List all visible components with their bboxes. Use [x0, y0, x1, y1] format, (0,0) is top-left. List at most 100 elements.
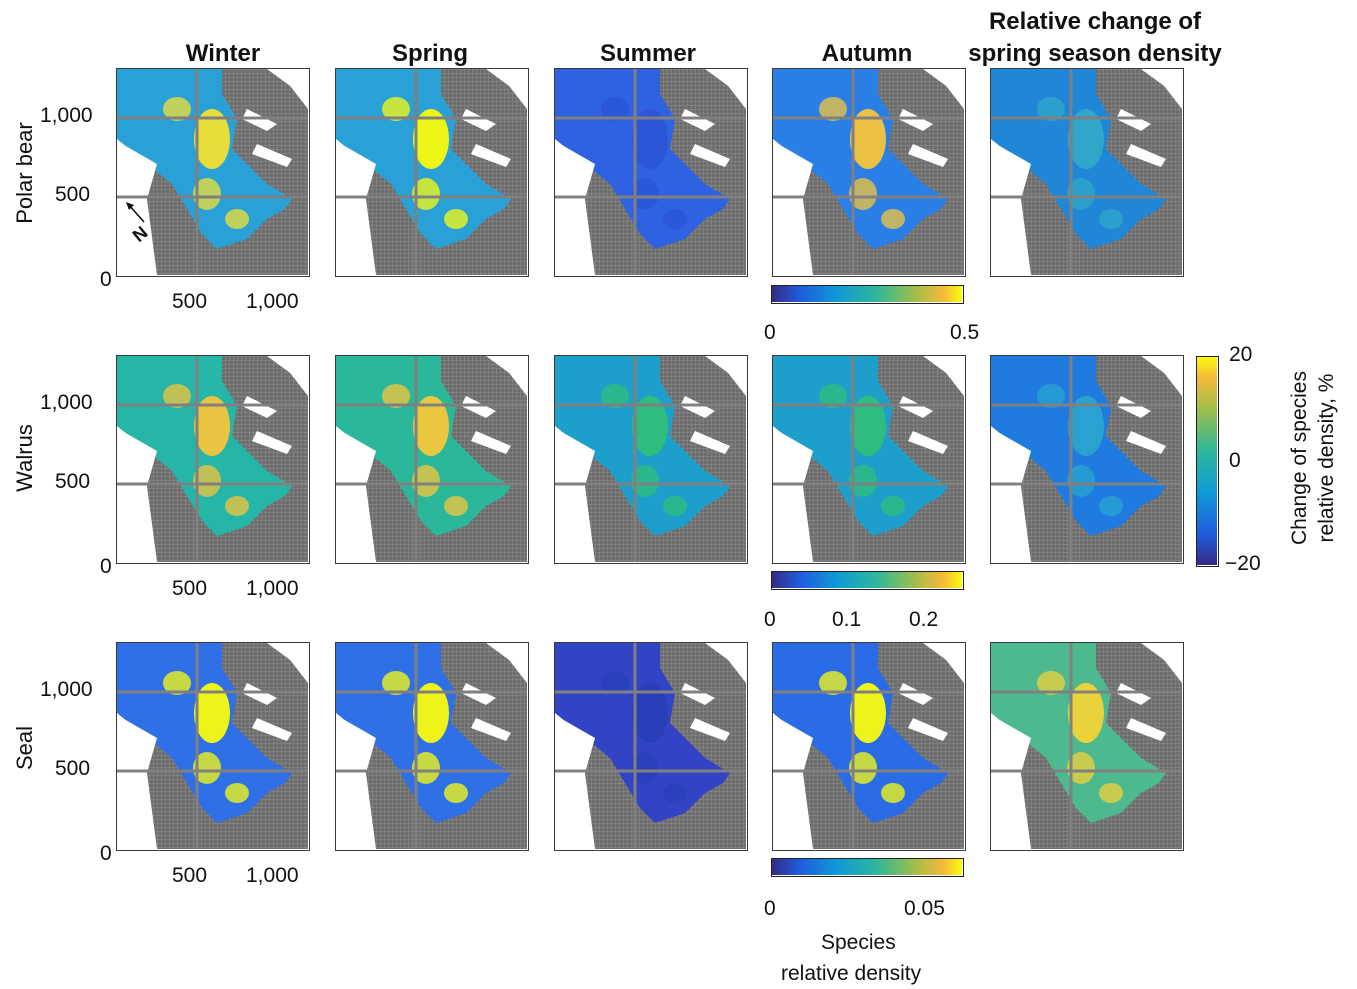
colorbar-change-mid: 0: [1229, 449, 1241, 472]
density-hotspot: [194, 109, 230, 169]
map-panel-walrus-summer: [554, 355, 748, 564]
density-hotspot: [1037, 97, 1065, 121]
density-hotspot: [632, 683, 668, 743]
colorbar-change-bottom: −20: [1225, 552, 1261, 575]
y-tick-1000: 1,000: [40, 391, 93, 414]
map-panel-seal-change: [990, 642, 1184, 851]
y-tick-500: 500: [55, 757, 91, 780]
density-hotspot: [225, 783, 249, 803]
density-hotspot: [631, 752, 659, 784]
map-panel-walrus-autumn: [772, 355, 966, 564]
colorbar-change: [1196, 356, 1219, 567]
density-hotspot: [819, 384, 847, 408]
north-arrow-icon: [126, 202, 145, 223]
colorbar-walrus-label-1: 0.1: [832, 608, 862, 631]
y-tick-500: 500: [55, 183, 91, 206]
density-hotspot: [444, 496, 468, 516]
column-title-change-line2: spring season density: [968, 40, 1222, 67]
x-tick-1000: 1,000: [246, 290, 299, 313]
y-tick-0: 0: [100, 268, 112, 291]
density-hotspot: [412, 178, 440, 210]
colorbar-seal-min: 0: [764, 897, 776, 920]
column-title-autumn: Autumn: [821, 40, 913, 67]
colorbar-polar-bear-min: 0: [764, 321, 776, 344]
density-hotspot: [601, 97, 629, 121]
colorbar-change-title-line1: Change of species: [1288, 371, 1311, 545]
colorbar-seal: [771, 858, 964, 877]
density-label-line2: relative density: [781, 962, 922, 985]
y-tick-0: 0: [100, 555, 112, 578]
density-hotspot: [163, 97, 191, 121]
density-hotspot: [412, 752, 440, 784]
column-title-spring: Spring: [392, 40, 468, 67]
x-tick-500: 500: [172, 290, 208, 313]
density-hotspot: [444, 783, 468, 803]
y-tick-1000: 1,000: [40, 104, 93, 127]
density-hotspot: [881, 209, 905, 229]
density-hotspot: [1067, 178, 1095, 210]
density-hotspot: [849, 465, 877, 497]
density-hotspot: [1099, 496, 1123, 516]
column-title-winter: Winter: [185, 40, 261, 67]
density-hotspot: [819, 97, 847, 121]
density-hotspot: [1068, 396, 1104, 456]
colorbar-walrus: [771, 571, 964, 590]
density-hotspot: [632, 396, 668, 456]
x-tick-1000: 1,000: [246, 577, 299, 600]
density-hotspot: [413, 109, 449, 169]
density-hotspot: [412, 465, 440, 497]
density-hotspot: [163, 384, 191, 408]
map-panel-polar-bear-change: [990, 68, 1184, 277]
map-panel-walrus-change: [990, 355, 1184, 564]
density-hotspot: [444, 209, 468, 229]
density-hotspot: [382, 671, 410, 695]
density-hotspot: [413, 396, 449, 456]
map-panel-polar-bear-winter: [116, 68, 310, 277]
density-hotspot: [631, 465, 659, 497]
colorbar-change-top: 20: [1229, 343, 1253, 366]
density-hotspot: [382, 384, 410, 408]
map-panel-polar-bear-summer: [554, 68, 748, 277]
x-tick-1000: 1,000: [246, 864, 299, 887]
colorbar-walrus-label-0: 0: [764, 608, 776, 631]
map-panel-walrus-winter: [116, 355, 310, 564]
map-panel-seal-autumn: [772, 642, 966, 851]
row-label-seal: Seal: [12, 725, 37, 771]
density-hotspot: [1037, 671, 1065, 695]
density-hotspot: [193, 752, 221, 784]
density-hotspot: [413, 683, 449, 743]
column-title-summer: Summer: [599, 40, 697, 67]
density-hotspot: [819, 671, 847, 695]
density-hotspot: [193, 178, 221, 210]
density-hotspot: [194, 396, 230, 456]
density-hotspot: [1067, 752, 1095, 784]
density-hotspot: [663, 783, 687, 803]
density-hotspot: [1037, 384, 1065, 408]
map-panel-seal-spring: [335, 642, 529, 851]
density-hotspot: [849, 752, 877, 784]
y-tick-1000: 1,000: [40, 678, 93, 701]
density-hotspot: [1068, 109, 1104, 169]
density-hotspot: [194, 683, 230, 743]
map-panel-seal-summer: [554, 642, 748, 851]
density-label-line1: Species: [821, 931, 896, 954]
density-hotspot: [850, 683, 886, 743]
map-panel-seal-winter: [116, 642, 310, 851]
x-tick-500: 500: [172, 864, 208, 887]
density-hotspot: [163, 671, 191, 695]
density-hotspot: [849, 178, 877, 210]
density-hotspot: [881, 496, 905, 516]
y-tick-500: 500: [55, 470, 91, 493]
density-hotspot: [1067, 465, 1095, 497]
density-hotspot: [225, 209, 249, 229]
column-title-change-line1: Relative change of: [988, 8, 1202, 35]
density-hotspot: [631, 178, 659, 210]
map-panel-walrus-spring: [335, 355, 529, 564]
density-hotspot: [1099, 783, 1123, 803]
density-hotspot: [193, 465, 221, 497]
density-hotspot: [632, 109, 668, 169]
row-label-walrus: Walrus: [12, 424, 37, 492]
row-label-polar-bear: Polar bear: [12, 122, 37, 224]
colorbar-polar-bear: [771, 285, 964, 304]
density-hotspot: [225, 496, 249, 516]
